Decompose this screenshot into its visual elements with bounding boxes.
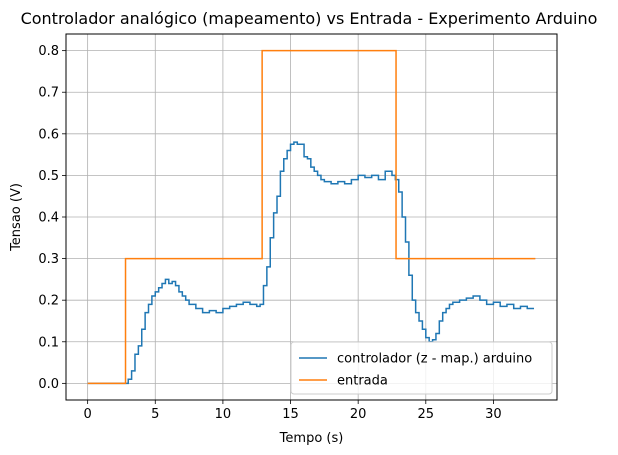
y-axis-label: Tensao (V) bbox=[9, 183, 24, 252]
y-tick-label: 0.7 bbox=[38, 86, 59, 101]
legend-box bbox=[290, 341, 553, 395]
axes: 0 5 10 15 20 25 30 0.0 0.1 0.2 0.3 0.4 0.5 0.6 0.7 0.8 bbox=[38, 44, 501, 422]
legend: controlador (z - map.) arduino entrada bbox=[290, 341, 553, 395]
y-tick-label: 0.6 bbox=[38, 127, 59, 142]
series-layer bbox=[87, 49, 536, 385]
legend-label-0: controlador (z - map.) arduino bbox=[337, 352, 532, 367]
y-tick-label: 0.5 bbox=[38, 169, 59, 184]
x-tick-label: 30 bbox=[485, 407, 502, 422]
y-tick-label: 0.0 bbox=[38, 377, 59, 392]
x-tick-label: 0 bbox=[84, 407, 92, 422]
x-axis-label: Tempo (s) bbox=[279, 431, 344, 446]
y-tick-label: 0.1 bbox=[38, 335, 59, 350]
x-tick-label: 5 bbox=[151, 407, 159, 422]
x-tick-label: 25 bbox=[418, 407, 435, 422]
legend-label-1: entrada bbox=[337, 374, 388, 389]
x-tick-label: 15 bbox=[282, 407, 299, 422]
series-line-0 bbox=[87, 141, 535, 385]
series-line-1 bbox=[87, 49, 536, 385]
chart-title: Controlador analógico (mapeamento) vs En… bbox=[21, 9, 598, 28]
x-tick-label: 20 bbox=[350, 407, 367, 422]
y-tick-label: 0.2 bbox=[38, 294, 59, 309]
y-tick-label: 0.3 bbox=[38, 252, 59, 267]
x-tick-label: 10 bbox=[215, 407, 232, 422]
y-tick-label: 0.4 bbox=[38, 211, 59, 226]
y-tick-label: 0.8 bbox=[38, 44, 59, 59]
